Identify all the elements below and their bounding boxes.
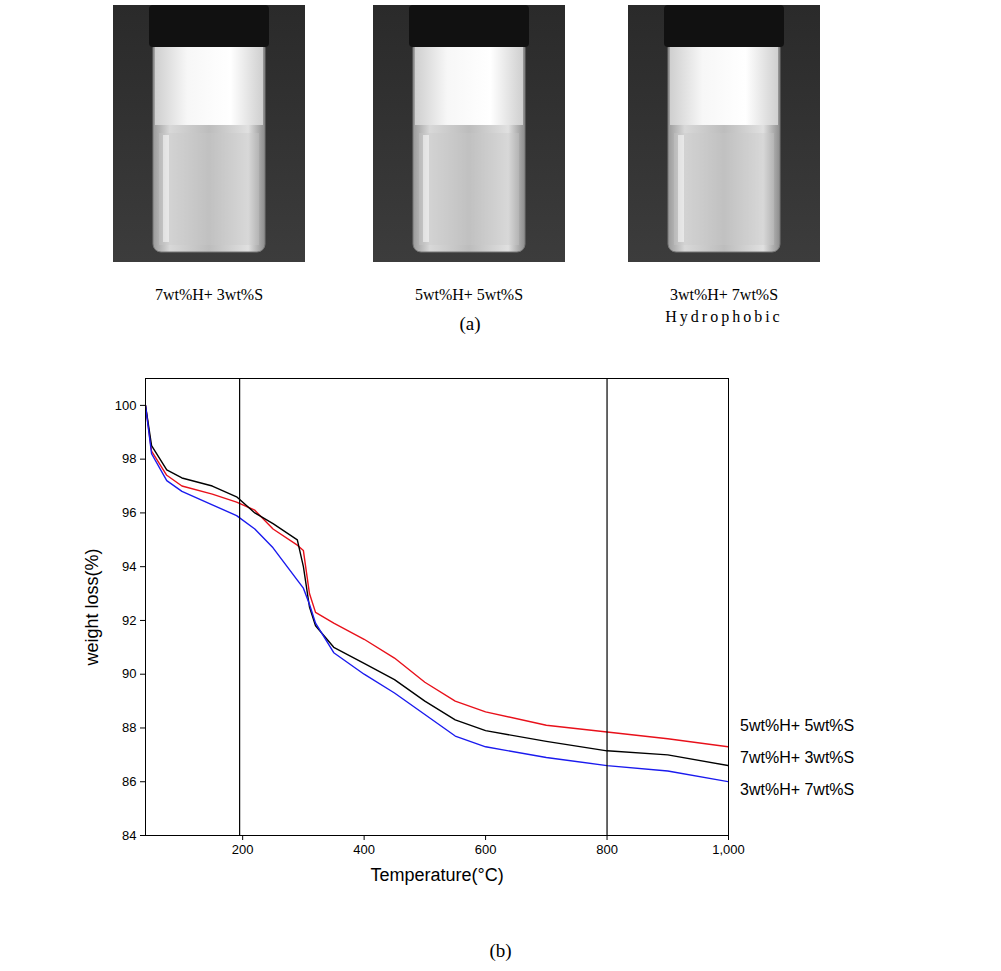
svg-text:weight loss(%): weight loss(%) xyxy=(82,548,102,666)
svg-text:7wt%H+ 3wt%S: 7wt%H+ 3wt%S xyxy=(155,286,263,303)
svg-text:800: 800 xyxy=(596,842,618,857)
svg-text:86: 86 xyxy=(122,774,136,789)
html-text:5wt%H+ 5wt%S: 5wt%H+ 5wt%S xyxy=(740,717,855,734)
svg-text:3wt%H+ 7wt%S: 3wt%H+ 7wt%S xyxy=(670,286,778,303)
html-text:3wt%H+ 7wt%S: 3wt%H+ 7wt%S xyxy=(740,781,855,798)
svg-text:Temperature(°C): Temperature(°C) xyxy=(370,865,503,885)
svg-text:88: 88 xyxy=(122,720,136,735)
svg-text:90: 90 xyxy=(122,666,136,681)
svg-text:Hydrophobic: Hydrophobic xyxy=(665,308,782,326)
svg-text:(a): (a) xyxy=(459,313,480,335)
svg-text:92: 92 xyxy=(122,613,136,628)
svg-text:200: 200 xyxy=(232,842,254,857)
svg-text:400: 400 xyxy=(353,842,375,857)
html-text:(b): (b) xyxy=(489,940,512,961)
svg-text:100: 100 xyxy=(115,398,137,413)
svg-text:98: 98 xyxy=(122,451,136,466)
svg-text:5wt%H+ 5wt%S: 5wt%H+ 5wt%S xyxy=(415,286,523,303)
svg-text:96: 96 xyxy=(122,505,136,520)
html-text:7wt%H+ 3wt%S: 7wt%H+ 3wt%S xyxy=(740,749,855,766)
svg-text:600: 600 xyxy=(475,842,497,857)
svg-text:94: 94 xyxy=(122,559,136,574)
svg-text:84: 84 xyxy=(122,828,136,843)
svg-text:1,000: 1,000 xyxy=(712,842,745,857)
